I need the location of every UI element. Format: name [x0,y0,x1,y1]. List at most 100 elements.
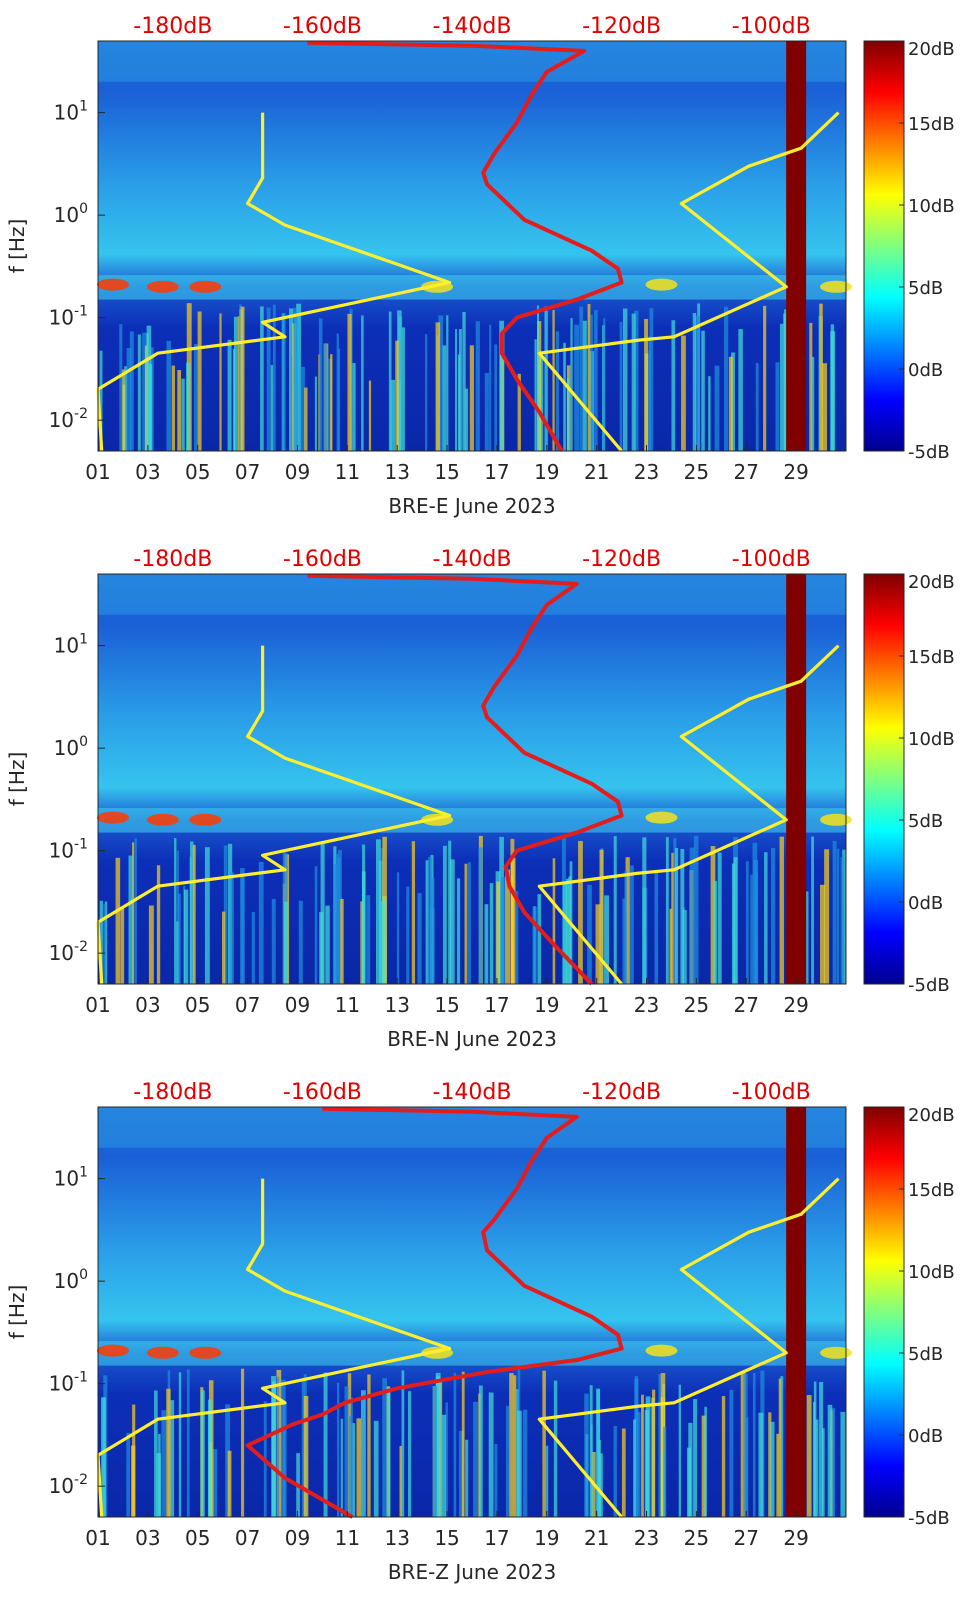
spectral-column [489,883,494,984]
microseism-peak [820,813,853,826]
colorbar [863,573,905,985]
spectral-column [644,318,649,451]
x-tick-label: 03 [135,1526,160,1550]
x-tick-label: 11 [335,460,360,484]
spectral-column [425,334,428,451]
spectral-column [819,1382,824,1517]
colorbar-label: 5dB [908,811,943,832]
spectral-column [462,311,466,451]
spectral-column [450,859,455,984]
spectral-column [361,1390,366,1517]
spectral-column [673,837,677,984]
spectral-column [387,1387,391,1517]
spectral-column [631,313,636,451]
spectral-column [768,1412,772,1517]
x-tick-label: 17 [484,1526,509,1550]
spectral-column [517,373,521,451]
spectral-column [241,873,244,984]
spectral-column [375,839,381,984]
spectral-column [266,307,271,451]
colorbar-label: 20dB [908,39,955,60]
spectral-column [488,1392,494,1517]
spectral-column [397,310,402,451]
spectral-column [351,1423,356,1517]
spectral-column [783,313,786,451]
colorbar-label: 20dB [908,1105,955,1126]
spectral-column [351,363,356,451]
spectral-column [200,1390,205,1517]
spectral-column [624,871,628,984]
spectral-column [282,1401,287,1517]
x-tick-label: 01 [85,1526,110,1550]
spectral-column [289,308,294,451]
spectral-column [478,847,483,984]
spectral-column [318,318,323,451]
x-tick-label: 23 [634,993,659,1017]
spectral-column [778,1378,782,1517]
spectral-column [240,1368,245,1517]
x-tick-label: 23 [634,460,659,484]
spectral-column [824,849,830,984]
microseism-band [98,275,846,300]
spectral-column [428,856,432,984]
spectral-column [361,871,366,984]
plot-frame [97,1106,847,1518]
spectral-column [456,878,461,984]
spectral-column [293,307,297,451]
panel-bre-e: 01 03 05 07 09 11 13 15 17 19 21 23 25 27 29 BRE-E June… [5,14,955,518]
spectral-column [537,894,542,984]
spectral-column [137,334,141,451]
spectral-column [399,1445,402,1517]
spectral-column [570,318,573,451]
spectral-column [464,388,469,451]
spectral-column [237,316,241,451]
spectral-column [775,362,780,451]
top-axis-label: -100dB [732,547,811,572]
top-axis-label: -140dB [433,547,512,572]
spectral-column [281,312,286,451]
spectral-column [304,387,308,451]
x-tick-label: 17 [484,460,509,484]
x-tick-label: 03 [135,460,160,484]
spectral-column [562,882,568,984]
spectral-column [584,1393,589,1517]
spectral-column [515,891,519,984]
y-tick-label: 10-1 [49,304,88,330]
spectral-column [314,376,317,451]
high-frequency-band [98,574,846,615]
spectral-column [544,306,548,451]
spectral-column [714,365,720,451]
spectral-column [465,1439,469,1517]
spectral-column [284,901,289,984]
colorbar-label: -5dB [908,1508,950,1529]
spectral-column [522,1409,528,1517]
x-tick-label: 05 [185,460,210,484]
spectral-column [337,857,341,984]
spectral-column [553,1380,558,1517]
spectral-column [104,901,108,984]
series-line-psd-median [245,1106,624,1519]
spectral-column [382,1378,387,1517]
instrument-gap-band [786,574,807,984]
spectral-column [336,1382,340,1517]
spectral-column [830,1408,836,1517]
colorbar-label: 10dB [908,1262,955,1283]
spectral-column [723,306,729,451]
spectral-column [335,853,339,984]
spectral-column [212,1449,218,1517]
spectral-column [148,905,154,984]
spectral-column [710,846,716,984]
spectral-column [603,318,606,451]
spectral-column [819,303,823,451]
spectral-column [622,308,628,451]
series-line-noise-envelope-low [96,645,452,985]
spectral-column [587,884,592,984]
microseism-band [98,808,846,833]
spectral-column [340,898,344,984]
x-tick-label: 29 [783,993,808,1017]
spectral-column [271,898,276,984]
spectral-column [336,333,339,451]
x-tick-label: 25 [684,460,709,484]
spectral-column [658,1374,662,1517]
